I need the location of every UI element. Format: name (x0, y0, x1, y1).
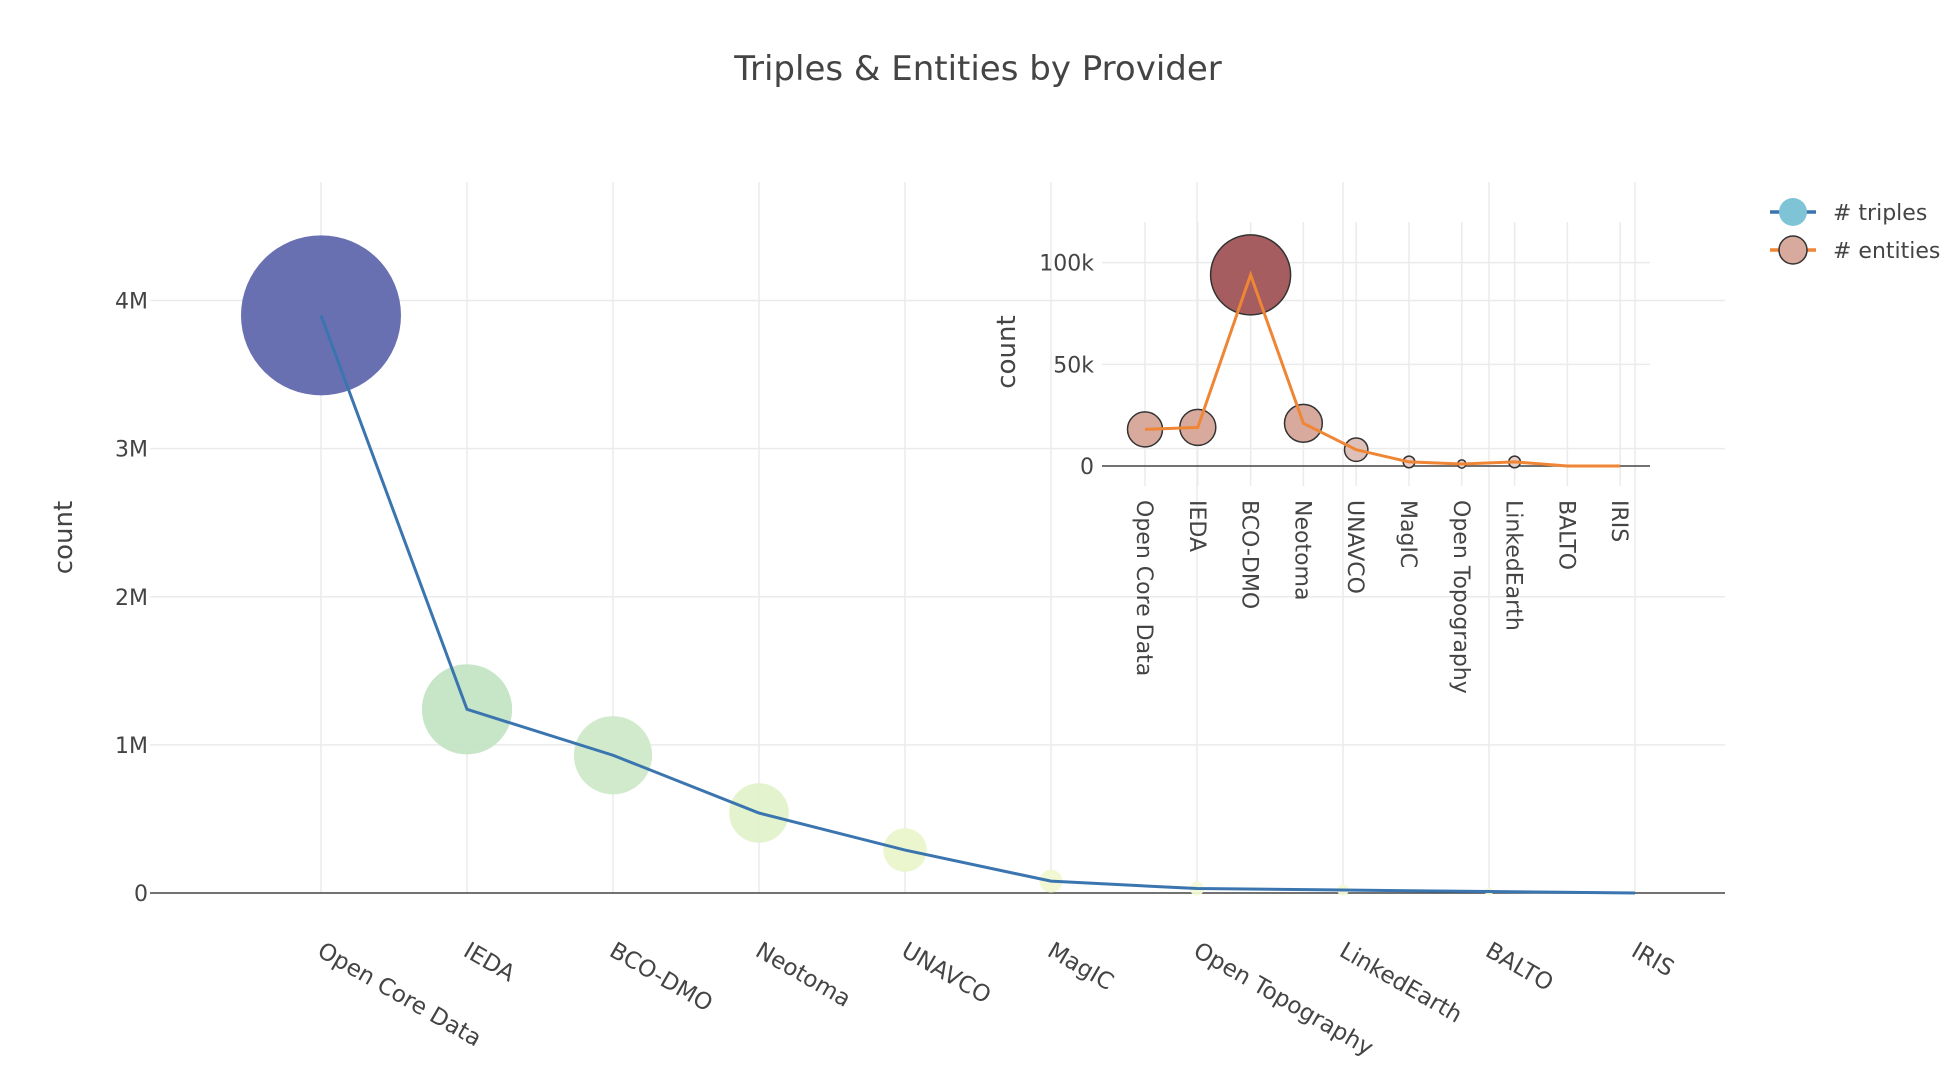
inset-x-tick-label: BALTO (1553, 500, 1578, 570)
inset-y-tick-label: 50k (1053, 353, 1094, 378)
main-y-tick-label: 4M (115, 290, 148, 315)
inset-x-tick-label: Open Core Data (1131, 500, 1156, 676)
inset-x-tick-label: MagIC (1395, 500, 1420, 568)
legend-marker-swatch (1778, 235, 1808, 265)
chart-title: Triples & Entities by Provider (733, 49, 1222, 89)
triples-line (319, 314, 1636, 895)
inset-x-tick-label: Open Topography (1448, 500, 1473, 694)
main-y-axis-title: count (49, 501, 79, 574)
legend-label: # triples (1833, 201, 1927, 226)
legend[interactable]: # triples # entities (1770, 198, 1940, 265)
inset-x-tick-label: IRIS (1606, 500, 1631, 542)
inset-x-tick-label: Neotoma (1289, 500, 1314, 600)
inset-x-tick-label: BCO-DMO (1237, 500, 1262, 609)
inset-x-tick-label: LinkedEarth (1501, 500, 1526, 631)
inset-y-axis-title: count (992, 315, 1022, 388)
main-y-tick-label: 1M (115, 734, 148, 759)
inset-x-tick-label: IEDA (1184, 500, 1209, 552)
main-y-tick-label: 0 (134, 882, 148, 907)
inset-x-tick-label: UNAVCO (1342, 500, 1367, 594)
inset-plot: 0 50k 100k count Open Core Data IEDA BCO-DMO Ne… (992, 222, 1650, 694)
inset-y-tick-label: 100k (1039, 252, 1094, 277)
legend-item-entities[interactable]: # entities (1770, 235, 1940, 265)
main-y-tick-label: 2M (115, 586, 148, 611)
legend-label: # entities (1833, 239, 1940, 264)
main-y-tick-label: 3M (115, 438, 148, 463)
legend-item-triples[interactable]: # triples (1770, 198, 1927, 226)
entities-line (1144, 270, 1621, 468)
inset-y-tick-label: 0 (1080, 455, 1094, 480)
legend-marker-swatch (1779, 198, 1807, 226)
